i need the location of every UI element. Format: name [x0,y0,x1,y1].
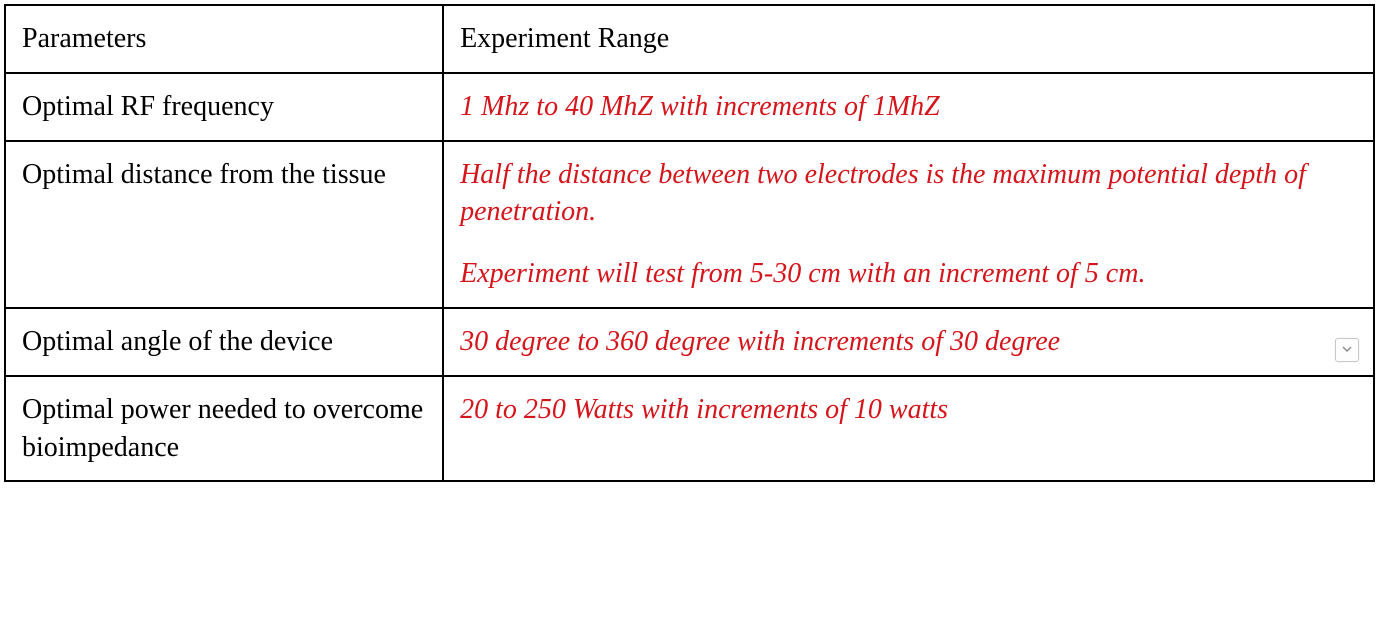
param-label: Optimal RF frequency [5,73,443,141]
param-range: 1 Mhz to 40 MhZ with increments of 1MhZ [443,73,1374,141]
param-range: 20 to 250 Watts with increments of 10 wa… [443,376,1374,482]
parameters-table-wrapper: Parameters Experiment Range Optimal RF f… [4,4,1375,482]
header-experiment-range: Experiment Range [443,5,1374,73]
param-range: 30 degree to 360 degree with increments … [443,308,1374,376]
param-label: Optimal distance from the tissue [5,141,443,308]
parameters-table: Parameters Experiment Range Optimal RF f… [4,4,1375,482]
dropdown-toggle[interactable] [1335,338,1359,362]
table-row: Optimal angle of the device 30 degree to… [5,308,1374,376]
param-label: Optimal power needed to overcome bioimpe… [5,376,443,482]
header-parameters: Parameters [5,5,443,73]
table-row: Optimal power needed to overcome bioimpe… [5,376,1374,482]
table-row: Optimal distance from the tissue Half th… [5,141,1374,308]
param-range: Half the distance between two electrodes… [443,141,1374,308]
chevron-down-icon [1342,341,1352,359]
range-paragraph: Experiment will test from 5-30 cm with a… [460,255,1357,293]
range-paragraph: Half the distance between two electrodes… [460,156,1357,232]
param-label: Optimal angle of the device [5,308,443,376]
table-row: Optimal RF frequency 1 Mhz to 40 MhZ wit… [5,73,1374,141]
table-header-row: Parameters Experiment Range [5,5,1374,73]
